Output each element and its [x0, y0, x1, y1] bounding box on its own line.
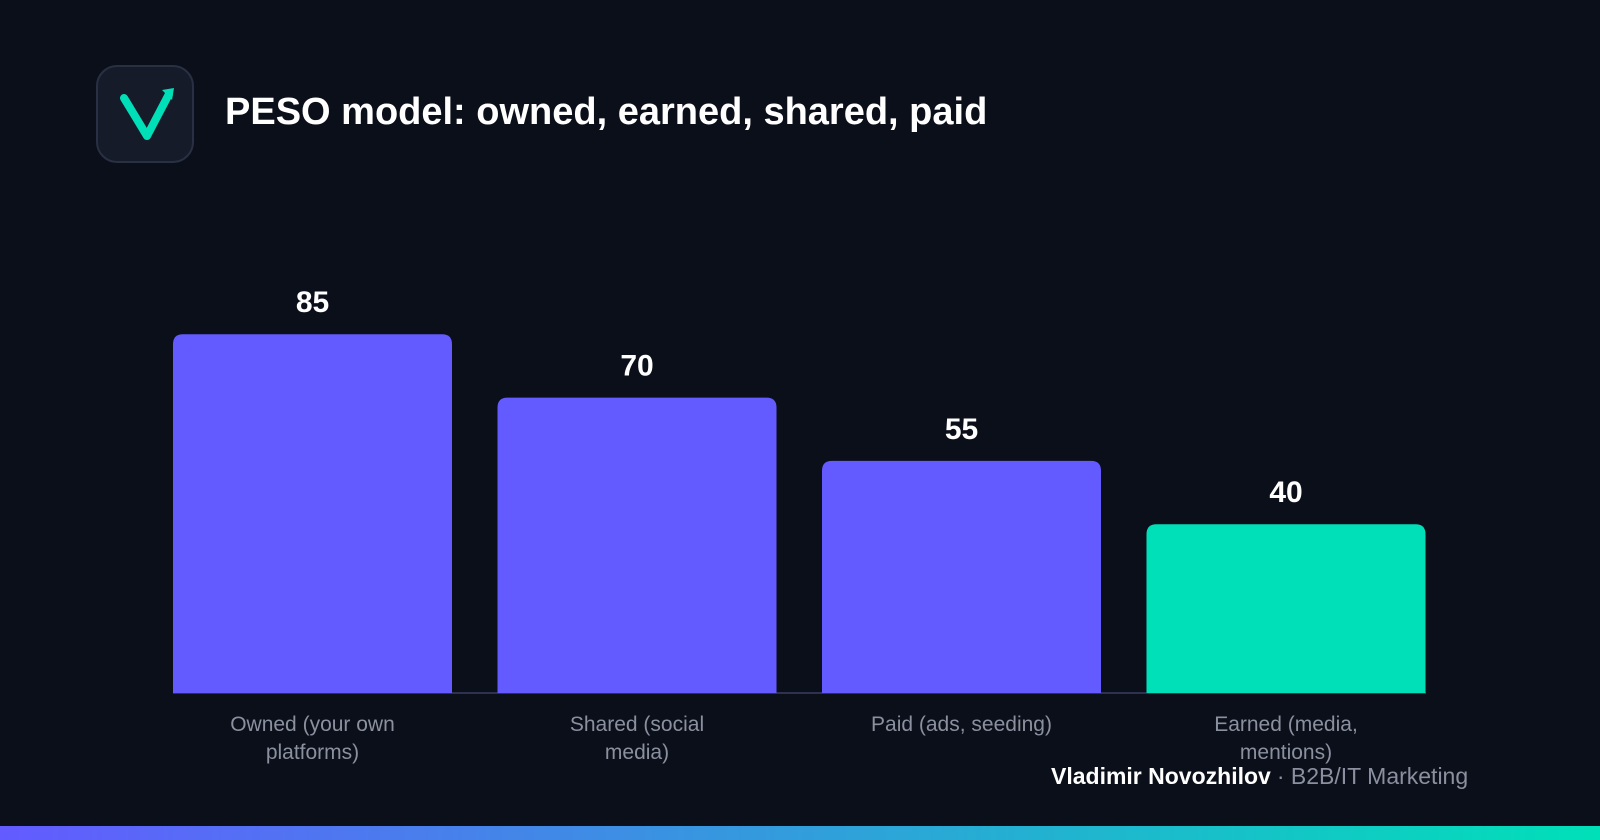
value-label: 70 [620, 350, 653, 383]
value-label: 85 [296, 286, 329, 319]
x-tick-label: Owned (your own platforms) [230, 713, 395, 764]
author: Vladimir Novozhilov [1051, 763, 1271, 789]
chart-title: PESO model: owned, earned, shared, paid [225, 91, 987, 133]
x-tick-label-line: Owned (your own [230, 713, 395, 736]
author-role: · B2B/IT Marketing [1277, 763, 1468, 789]
bar [497, 397, 777, 693]
bar [1146, 524, 1426, 693]
x-tick-label-line: Paid (ads, seeding) [871, 713, 1052, 736]
footer-bar [0, 826, 1600, 840]
x-tick-label-line: media) [605, 741, 669, 764]
logo-check [120, 90, 173, 140]
x-tick-label-line: platforms) [266, 741, 359, 764]
x-tick-label-line: Shared (social [570, 713, 704, 736]
logo-arrow [162, 88, 174, 100]
logo-box [96, 65, 194, 163]
bar [173, 334, 452, 693]
x-tick-label: Shared (social media) [570, 713, 704, 764]
x-tick-label: Earned (media, mentions) [1214, 713, 1358, 764]
logo [96, 65, 194, 163]
x-tick-label-line: Earned (media, [1214, 713, 1358, 736]
x-tick-label: Paid (ads, seeding) [871, 713, 1052, 736]
bar [822, 460, 1101, 693]
value-label: 40 [1269, 476, 1302, 509]
x-tick-label-line: mentions) [1240, 741, 1332, 764]
value-label: 55 [945, 413, 978, 446]
